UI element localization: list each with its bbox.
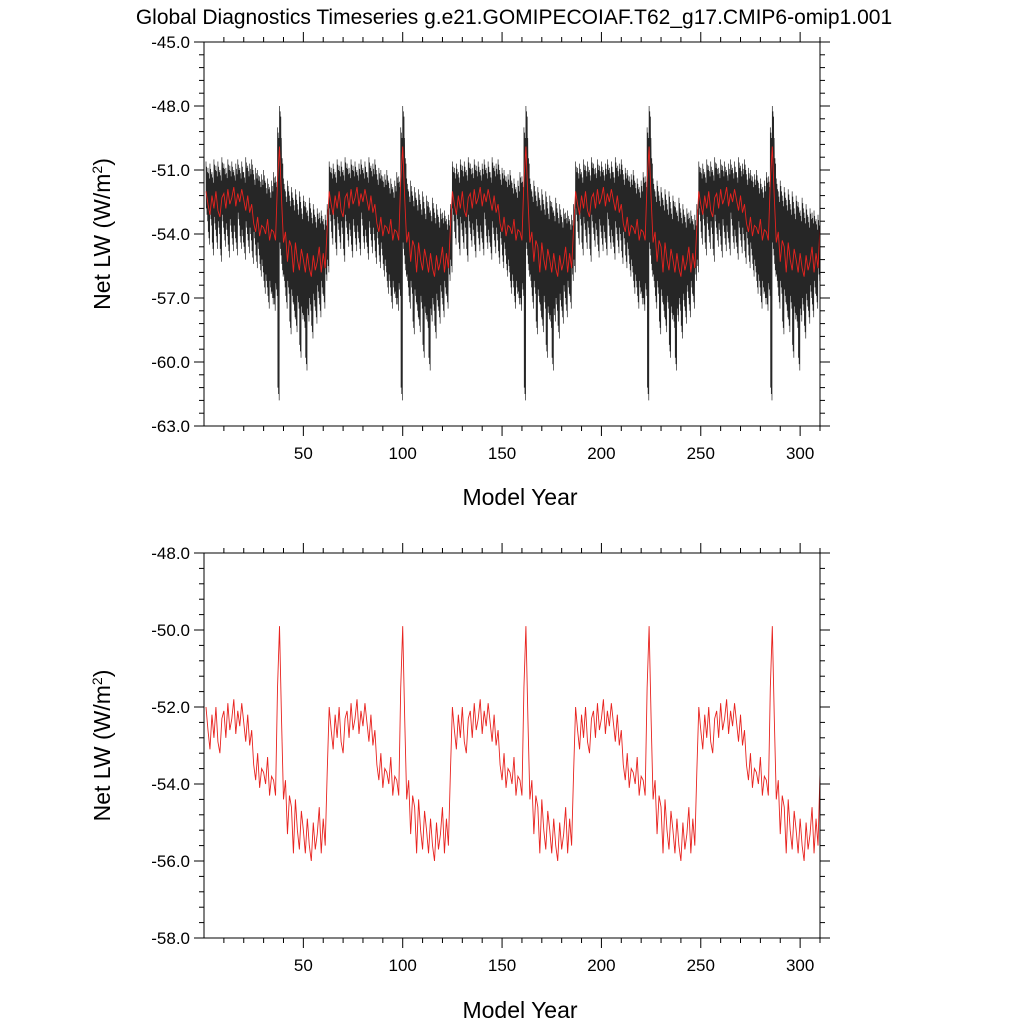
y-axis-label: Net LW (W/m2) (89, 158, 115, 310)
x-tick-label: 250 (687, 444, 715, 463)
y-tick-label: -48.0 (151, 97, 190, 116)
x-tick-label: 250 (687, 956, 715, 975)
y-tick-label: -63.0 (151, 417, 190, 436)
y-tick-label: -54.0 (151, 225, 190, 244)
x-axis-label: Model Year (462, 484, 577, 510)
x-tick-label: 200 (587, 444, 615, 463)
x-axis-label: Model Year (462, 997, 577, 1023)
y-tick-label: -45.0 (151, 33, 190, 52)
bottom-panel: -58.0 -56.0 -54.0 -52.0 -50.0 -48.0 50 100 150 20… (89, 543, 830, 1023)
plot-area (205, 626, 820, 862)
y-tick-label: -54.0 (151, 775, 190, 794)
x-tick-label: 300 (786, 444, 814, 463)
x-tick-label: 100 (389, 956, 417, 975)
series-annual (205, 146, 820, 277)
x-tick-label: 300 (786, 956, 814, 975)
top-panel: -63.0 -60.0 -57.0 -54.0 -51.0 -48.0 -45.0 50 100… (89, 32, 830, 510)
plot-frame (203, 552, 821, 939)
plot-area (205, 105, 820, 401)
chart-title: Global Diagnostics Timeseries g.e21.GOMI… (136, 6, 892, 29)
y-tick-label: -52.0 (151, 698, 190, 717)
y-tick-label: -58.0 (151, 929, 190, 948)
x-tick-label: 100 (389, 444, 417, 463)
x-tick-label: 50 (294, 444, 313, 463)
y-tick-label: -60.0 (151, 353, 190, 372)
y-tick-label: -56.0 (151, 852, 190, 871)
y-tick-label: -57.0 (151, 289, 190, 308)
x-tick-label: 200 (587, 956, 615, 975)
y-axis-label: Net LW (W/m2) (89, 670, 115, 822)
series-annual (205, 626, 820, 862)
x-tick-label: 50 (294, 956, 313, 975)
x-tick-label: 150 (488, 956, 516, 975)
y-tick-label: -50.0 (151, 621, 190, 640)
y-tick-label: -48.0 (151, 544, 190, 563)
x-tick-label: 150 (488, 444, 516, 463)
series-monthly (205, 105, 820, 401)
y-tick-label: -51.0 (151, 161, 190, 180)
